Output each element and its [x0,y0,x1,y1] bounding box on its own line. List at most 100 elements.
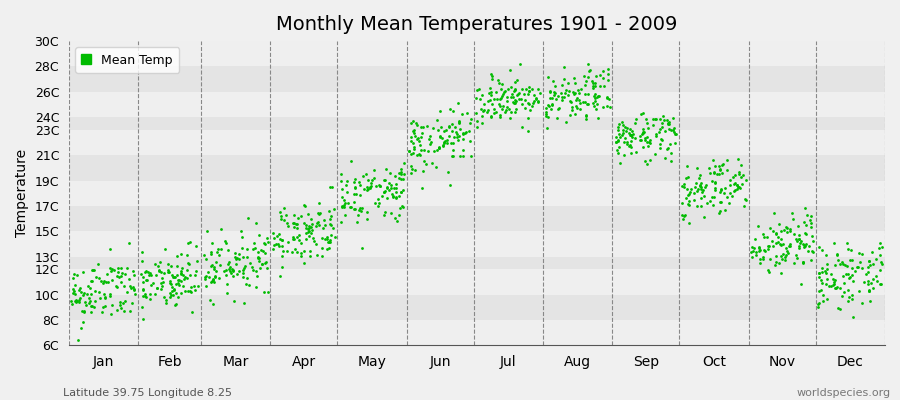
Point [122,240,137,246]
Point [590,92,605,99]
Point [844,272,859,278]
Point [582,67,597,73]
Point [424,139,438,146]
Point [521,88,535,94]
Point [389,185,403,191]
Point [304,226,319,233]
Point [453,126,467,132]
Point [525,103,539,110]
Point [452,119,466,126]
Point [338,202,352,208]
Point [730,181,744,188]
Point [291,215,305,222]
Point [498,109,512,115]
Point [655,120,670,126]
Point [577,72,591,79]
Point [551,93,565,99]
Point [114,273,129,280]
Point [866,261,880,267]
Point [323,221,338,227]
Point [588,83,602,90]
Point [690,188,705,194]
Point [294,252,309,259]
Point [160,260,175,267]
Point [425,160,439,166]
Point [353,205,367,211]
Point [229,261,243,267]
Point [344,204,358,210]
Point [703,198,717,204]
Point [112,302,127,308]
Point [814,280,829,286]
Point [85,303,99,309]
Point [517,91,531,98]
Point [293,240,308,246]
Point [694,180,708,186]
Point [846,278,860,284]
Point [512,96,526,102]
Point [446,133,461,140]
Point [487,106,501,112]
Point [708,179,723,186]
Point [633,137,647,144]
Point [380,194,394,201]
Point [792,236,806,243]
Point [834,259,849,265]
Point [428,164,443,170]
Point [675,182,689,189]
Point [716,162,730,168]
Point [702,165,716,172]
Point [623,126,637,132]
Point [845,265,859,272]
Point [81,283,95,290]
Point [236,267,250,274]
Point [403,134,418,140]
Point [688,184,702,190]
Point [522,101,536,108]
Point [768,262,782,269]
Point [485,76,500,82]
Point [103,293,117,299]
Point [747,245,761,251]
Point [833,260,848,267]
Point [693,195,707,201]
Point [406,118,420,124]
Point [623,142,637,148]
Point [541,114,555,120]
Point [169,301,184,307]
Point [206,266,220,272]
Point [812,244,826,250]
Point [410,122,424,128]
Point [557,64,572,70]
Point [223,268,238,274]
Point [636,130,651,136]
Point [310,252,325,258]
Point [765,243,779,249]
Point [625,134,639,141]
Point [487,110,501,116]
Point [543,103,557,109]
Point [558,90,572,96]
Point [198,276,212,282]
Point [393,176,408,182]
Point [220,290,235,296]
Point [205,300,220,307]
Point [241,282,256,288]
Point [83,298,97,304]
Point [638,116,652,122]
Point [315,225,329,231]
Point [612,134,626,141]
Point [513,61,527,68]
Point [600,94,615,100]
Point [189,268,203,275]
Point [692,182,706,189]
Point [804,257,818,263]
Point [865,249,879,256]
Point [481,106,495,113]
Point [178,288,193,295]
Point [273,209,287,216]
Point [648,150,662,157]
Point [369,182,383,189]
Point [434,123,448,130]
Point [852,259,867,266]
